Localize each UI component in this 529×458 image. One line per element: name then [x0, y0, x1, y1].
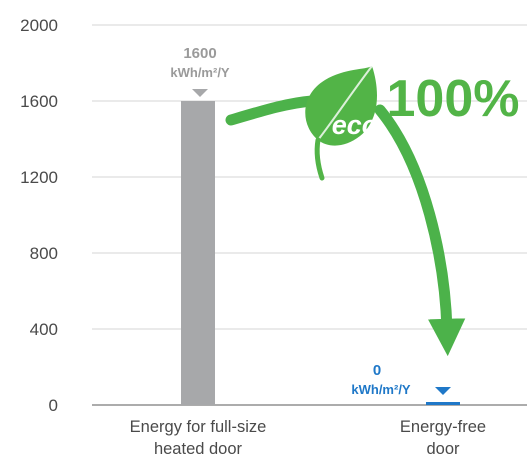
y-axis-ticks: 0 400 800 1200 1600 2000 [20, 16, 58, 415]
category-label-1: Energy for full-size [130, 418, 267, 436]
bar-1 [181, 101, 215, 405]
eco-leaf-icon [305, 65, 377, 181]
bar-pointer-1 [192, 89, 208, 97]
y-tick-label: 1600 [20, 92, 58, 111]
y-tick-label: 0 [49, 396, 58, 415]
bar-unit-label-1: kWh/m²/Y [170, 65, 230, 80]
y-tick-label: 1200 [20, 168, 58, 187]
y-tick-label: 400 [30, 320, 58, 339]
category-label-1-line2: heated door [154, 440, 243, 458]
y-tick-label: 2000 [20, 16, 58, 35]
y-tick-label: 800 [30, 244, 58, 263]
category-label-2: Energy-free [400, 418, 486, 436]
eco-badge-text: eco [332, 110, 379, 140]
bar-2 [426, 402, 460, 405]
reduction-arrow [225, 95, 447, 330]
bar-value-label-2: 0 [373, 362, 381, 379]
bars [181, 101, 460, 405]
bar-unit-label-2: kWh/m²/Y [351, 382, 411, 397]
bar-pointer-2 [435, 387, 451, 395]
bar-value-label-1: 1600 [183, 45, 216, 62]
category-label-2-line2: door [426, 440, 460, 458]
reduction-percent-label: 100% [387, 70, 520, 128]
